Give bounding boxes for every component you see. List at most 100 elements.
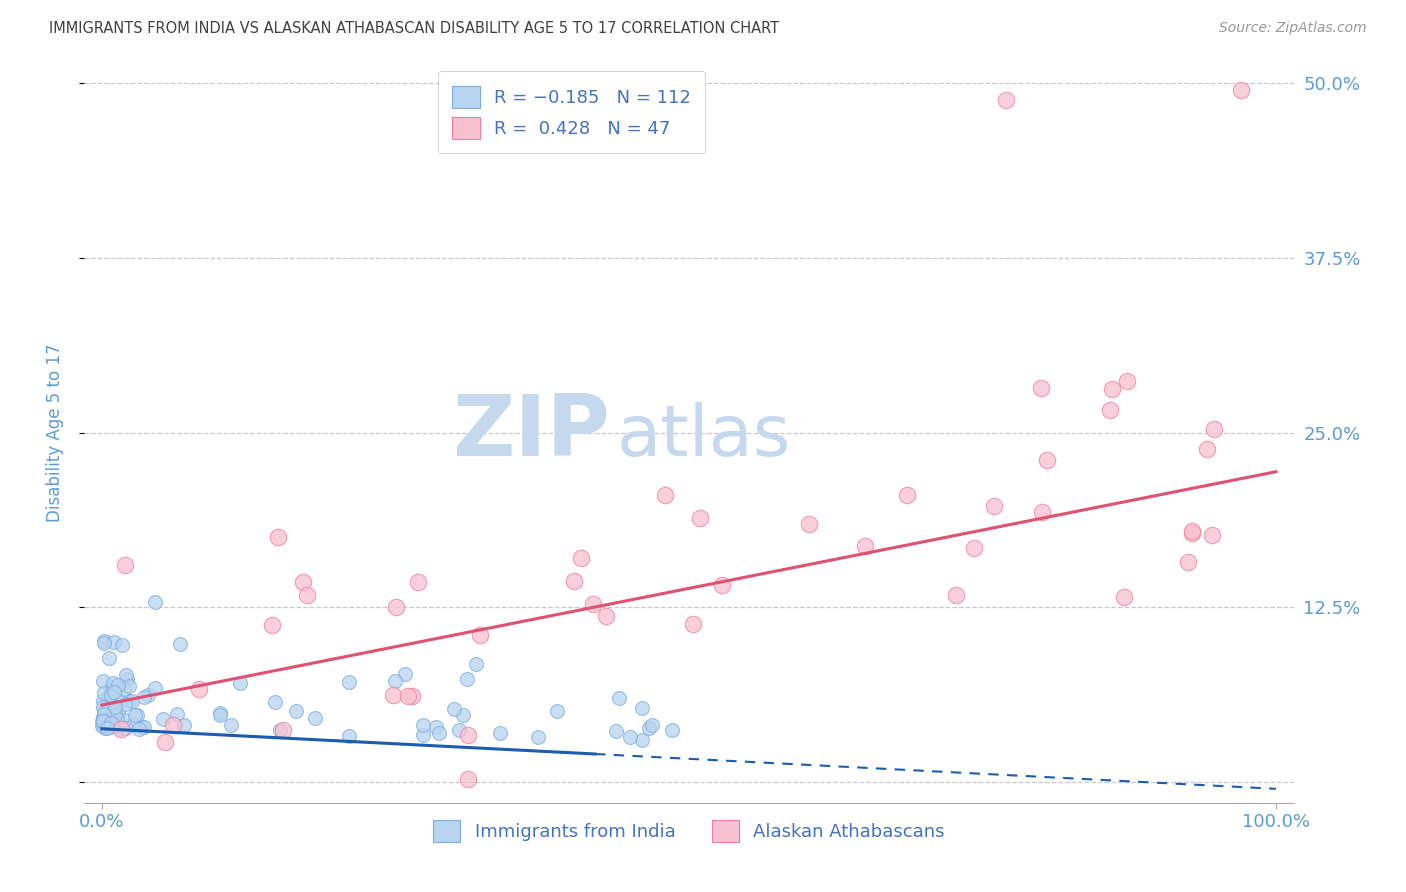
Point — [1229, 83, 1251, 97]
Point — [638, 721, 661, 735]
Point — [131, 720, 153, 734]
Point — [994, 93, 1017, 107]
Point — [105, 712, 128, 726]
Point — [96, 716, 118, 731]
Point — [101, 714, 124, 729]
Point — [100, 688, 122, 702]
Point — [104, 707, 127, 722]
Point — [152, 712, 174, 726]
Point — [983, 499, 1005, 513]
Point — [631, 701, 654, 715]
Point — [93, 701, 115, 715]
Point — [682, 617, 704, 632]
Point — [103, 704, 125, 718]
Point — [689, 510, 711, 524]
Point — [1112, 590, 1135, 604]
Point — [91, 694, 114, 708]
Point — [661, 723, 683, 738]
Point — [470, 628, 492, 642]
Point — [94, 721, 117, 735]
Point — [963, 541, 986, 555]
Point — [443, 701, 465, 715]
Point — [115, 673, 138, 687]
Point — [136, 689, 159, 703]
Point — [94, 704, 117, 718]
Point — [1195, 442, 1218, 456]
Point — [122, 718, 145, 732]
Point — [187, 682, 209, 697]
Point — [1098, 402, 1121, 417]
Point — [100, 716, 122, 731]
Point — [128, 722, 150, 736]
Point — [631, 733, 654, 747]
Point — [103, 685, 125, 699]
Point — [605, 723, 627, 738]
Point — [93, 706, 115, 721]
Point — [114, 558, 136, 573]
Point — [103, 634, 125, 648]
Point — [427, 726, 450, 740]
Point — [118, 679, 141, 693]
Point — [260, 618, 283, 632]
Y-axis label: Disability Age 5 to 17: Disability Age 5 to 17 — [45, 343, 63, 522]
Point — [595, 608, 617, 623]
Point — [527, 731, 550, 745]
Point — [264, 695, 287, 709]
Point — [269, 723, 291, 737]
Point — [169, 637, 191, 651]
Point — [284, 704, 307, 718]
Point — [412, 717, 434, 731]
Point — [408, 575, 430, 590]
Point — [93, 636, 115, 650]
Point — [98, 710, 121, 724]
Point — [173, 718, 195, 732]
Point — [143, 681, 166, 695]
Point — [208, 708, 231, 723]
Point — [229, 676, 252, 690]
Point — [571, 551, 593, 566]
Point — [91, 719, 114, 733]
Point — [451, 708, 474, 723]
Point — [546, 704, 568, 718]
Point — [91, 719, 114, 733]
Point — [219, 718, 242, 732]
Point — [121, 694, 143, 708]
Point — [853, 539, 876, 553]
Point — [107, 678, 129, 692]
Point — [385, 599, 408, 614]
Text: IMMIGRANTS FROM INDIA VS ALASKAN ATHABASCAN DISABILITY AGE 5 TO 17 CORRELATION C: IMMIGRANTS FROM INDIA VS ALASKAN ATHABAS… — [49, 21, 779, 37]
Point — [619, 730, 641, 744]
Point — [1036, 453, 1059, 467]
Point — [93, 709, 115, 723]
Point — [101, 706, 124, 721]
Point — [100, 680, 122, 694]
Point — [104, 699, 127, 714]
Point — [96, 721, 118, 735]
Point — [1101, 382, 1123, 396]
Point — [396, 689, 419, 703]
Point — [640, 718, 662, 732]
Point — [304, 711, 326, 725]
Point — [457, 728, 479, 742]
Text: atlas: atlas — [616, 401, 790, 471]
Point — [93, 686, 115, 700]
Point — [1201, 528, 1223, 542]
Point — [1031, 381, 1053, 395]
Point — [115, 721, 138, 735]
Point — [337, 674, 360, 689]
Point — [110, 722, 132, 736]
Point — [110, 638, 132, 652]
Point — [1181, 525, 1204, 540]
Point — [1177, 555, 1199, 569]
Point — [1204, 422, 1226, 436]
Point — [607, 690, 630, 705]
Text: Source: ZipAtlas.com: Source: ZipAtlas.com — [1219, 21, 1367, 36]
Point — [271, 723, 294, 738]
Point — [101, 682, 124, 697]
Point — [945, 588, 967, 602]
Point — [107, 718, 129, 732]
Point — [112, 714, 135, 728]
Point — [107, 719, 129, 733]
Point — [134, 721, 156, 735]
Point — [97, 698, 120, 713]
